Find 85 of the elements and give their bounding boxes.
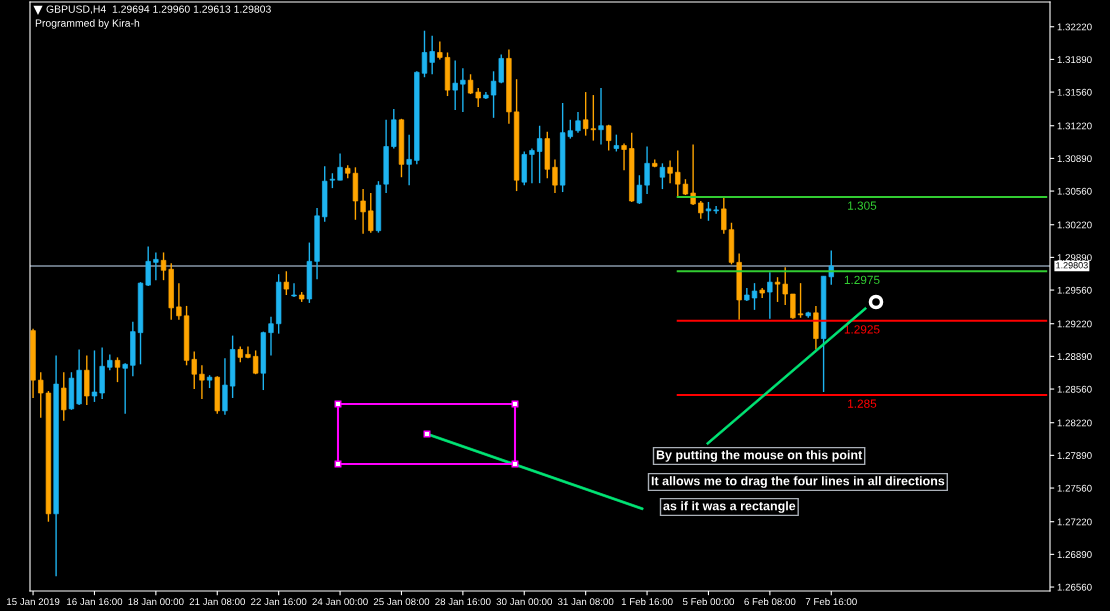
text: Programmed by Kira-h bbox=[35, 19, 140, 29]
series-label: 1.2925 bbox=[844, 325, 880, 334]
candlestick bbox=[536, 125, 543, 184]
candlestick bbox=[797, 282, 804, 319]
y-tick-label: 1.29890 bbox=[1057, 254, 1092, 262]
y-tick-label: 1.29220 bbox=[1057, 320, 1092, 328]
candlestick bbox=[291, 282, 297, 298]
candlestick bbox=[529, 147, 535, 184]
candlestick bbox=[751, 282, 758, 311]
x-tick-label: 1 Feb 16:00 bbox=[621, 597, 673, 606]
x-tick-label: 6 Feb 08:00 bbox=[744, 597, 796, 606]
y-tick-label: 1.32220 bbox=[1057, 23, 1092, 31]
y-tick-label: 1.30890 bbox=[1057, 155, 1092, 163]
candlestick bbox=[644, 145, 650, 195]
candlestick bbox=[283, 270, 289, 296]
candlestick bbox=[160, 251, 167, 281]
chart-title: GBPUSD,H4 1.29694 1.29960 1.29613 1.29803 bbox=[46, 5, 271, 15]
y-tick-label: 1.28560 bbox=[1057, 385, 1092, 393]
y-tick-label: 1.29560 bbox=[1057, 286, 1092, 294]
candlestick bbox=[621, 142, 627, 171]
candlestick bbox=[145, 245, 151, 287]
candlestick bbox=[245, 345, 251, 360]
y-tick-label: 1.31890 bbox=[1057, 56, 1092, 64]
annotation: as if it was a rectangle bbox=[663, 501, 796, 513]
series-label: 1.305 bbox=[848, 201, 877, 210]
x-tick-label: 21 Jan 08:00 bbox=[189, 598, 245, 606]
candlestick bbox=[721, 195, 727, 235]
candlestick bbox=[782, 266, 788, 306]
candlestick bbox=[790, 293, 796, 320]
y-tick-label: 1.31220 bbox=[1057, 122, 1092, 130]
annotation: It allows me to drag the four lines in all directions bbox=[651, 476, 945, 488]
candlestick bbox=[368, 192, 374, 234]
y-tick-label: 1.31560 bbox=[1057, 88, 1092, 96]
candlestick bbox=[552, 158, 558, 194]
candlestick bbox=[636, 174, 643, 205]
candlestick bbox=[606, 124, 612, 152]
series-label: 1.2975 bbox=[844, 275, 880, 285]
x-tick-label: 30 Jan 00:00 bbox=[496, 598, 552, 606]
candlestick bbox=[360, 188, 366, 235]
series-label: 1.285 bbox=[848, 399, 877, 408]
candlestick bbox=[667, 159, 673, 184]
candlestick bbox=[337, 152, 343, 181]
annotation: By putting the mouse on this point bbox=[656, 450, 863, 462]
candlestick bbox=[774, 276, 781, 303]
candlestick bbox=[767, 271, 773, 320]
y-tick-label: 1.27560 bbox=[1057, 484, 1092, 492]
candlestick bbox=[690, 143, 696, 206]
y-tick-label: 1.28220 bbox=[1057, 419, 1092, 427]
x-tick-label: 18 Jan 00:00 bbox=[128, 598, 184, 606]
ref-line-label: 1.29803 bbox=[1056, 262, 1088, 269]
candlestick bbox=[460, 67, 466, 113]
candlestick bbox=[153, 251, 159, 281]
x-tick-label: 5 Feb 00:00 bbox=[682, 597, 735, 606]
candlestick bbox=[122, 362, 128, 415]
candlestick bbox=[705, 201, 712, 222]
x-tick-label: 16 Jan 16:00 bbox=[67, 598, 123, 606]
candlestick bbox=[713, 205, 719, 215]
x-tick-label: 7 Feb 16:00 bbox=[805, 597, 857, 606]
x-tick-label: 15 Jan 2019 bbox=[7, 598, 60, 606]
y-tick-label: 1.27890 bbox=[1057, 452, 1092, 459]
candlestick bbox=[575, 111, 581, 134]
y-tick-label: 1.26560 bbox=[1057, 583, 1092, 591]
candlestick bbox=[268, 316, 274, 357]
y-tick-label: 1.28890 bbox=[1057, 353, 1092, 361]
candlestick bbox=[475, 87, 481, 108]
x-tick-label: 28 Jan 16:00 bbox=[435, 598, 491, 606]
y-tick-label: 1.26890 bbox=[1057, 551, 1092, 558]
candlestick bbox=[199, 364, 205, 400]
x-tick-label: 31 Jan 08:00 bbox=[557, 598, 614, 606]
y-tick-label: 1.30560 bbox=[1057, 187, 1092, 195]
candlestick bbox=[598, 87, 604, 146]
candlestick bbox=[91, 349, 98, 403]
candlestick bbox=[659, 162, 666, 190]
candlestick bbox=[114, 356, 121, 383]
candlestick bbox=[176, 282, 182, 321]
y-tick-label: 1.30220 bbox=[1057, 221, 1092, 229]
candlestick bbox=[61, 371, 67, 422]
candlestick bbox=[452, 59, 458, 111]
candlestick bbox=[406, 133, 412, 186]
x-tick-label: 22 Jan 16:00 bbox=[251, 598, 307, 606]
candlestick bbox=[421, 30, 428, 78]
x-tick-label: 24 Jan 00:00 bbox=[312, 598, 368, 606]
y-tick-label: 1.27220 bbox=[1057, 518, 1092, 526]
x-tick-label: 25 Jan 08:00 bbox=[373, 598, 430, 606]
candlestick bbox=[429, 34, 435, 75]
